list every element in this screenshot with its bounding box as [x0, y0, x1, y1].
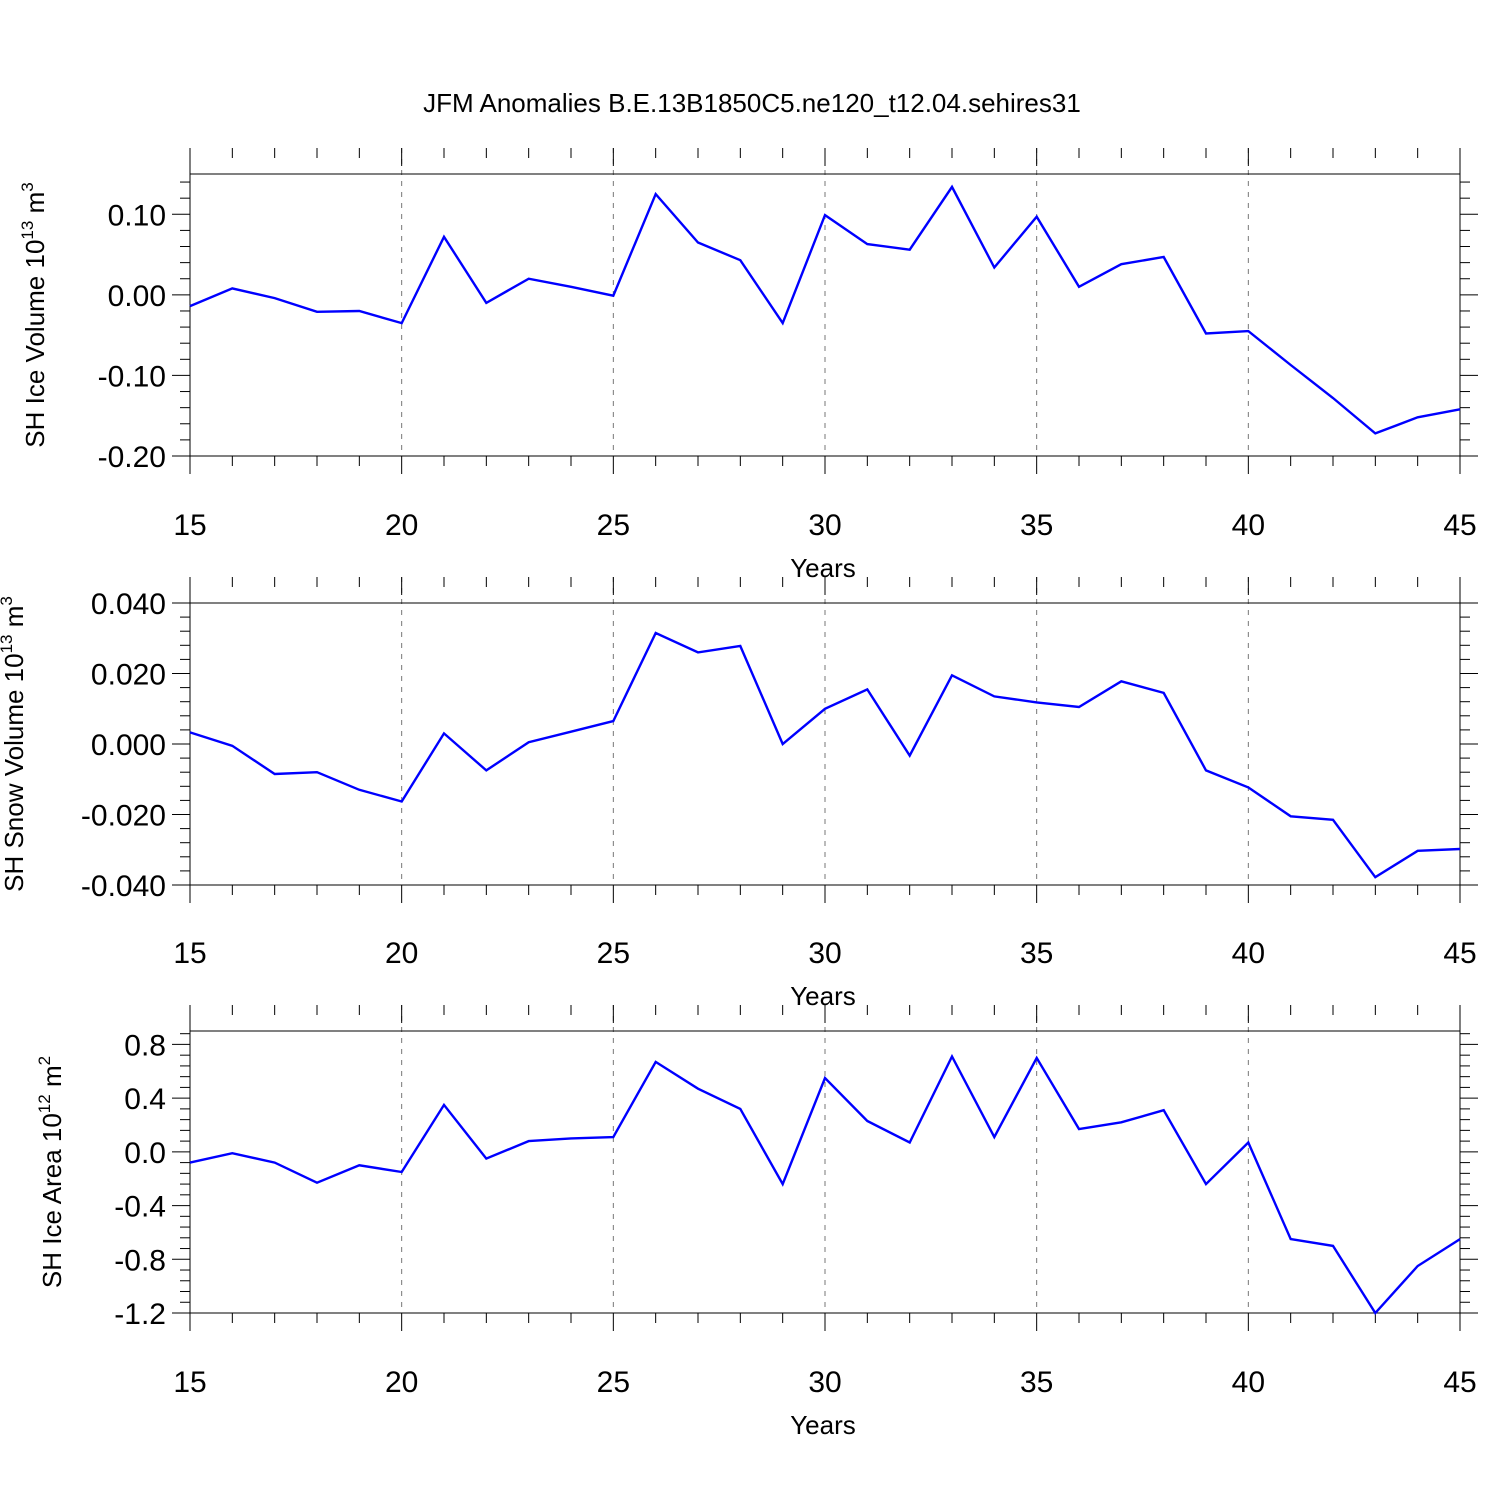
- y-tick-label: -0.4: [114, 1191, 166, 1224]
- x-tick-label: 30: [808, 509, 841, 542]
- y-tick-label: -0.20: [98, 441, 166, 474]
- panel-1: 15 20 25 30 35 40 45 Years -0.20 -0.10 0.00 0.10 SH …: [18, 148, 1478, 583]
- y-tick-label: 0.000: [91, 729, 166, 762]
- y-tick-label: 0.0: [124, 1137, 166, 1170]
- panel-3: 15 20 25 30 35 40 45 Years -1.2 -0.8 -0.4 0.0 0.4 0.8…: [35, 1005, 1478, 1440]
- y-tick-label: 0.10: [108, 199, 166, 232]
- x-tick-label: 25: [597, 1366, 630, 1399]
- panel-2: 15 20 25 30 35 40 45 Years -0.040 -0.020 0.000 0.02…: [0, 577, 1478, 1011]
- y-tick-label: 0.4: [124, 1083, 166, 1116]
- x-tick-label: 45: [1443, 509, 1476, 542]
- x-tick-label: 40: [1232, 937, 1265, 970]
- series-line: [189, 1053, 1461, 1315]
- x-axis-label: Years: [790, 1410, 856, 1440]
- series-line: [189, 631, 1461, 879]
- y-tick-label: -1.2: [114, 1298, 166, 1331]
- y-axis-label: SH Snow Volume 1013 m3: [0, 596, 29, 892]
- x-tick-label: 20: [385, 509, 418, 542]
- x-tick-label: 35: [1020, 509, 1053, 542]
- x-tick-label: 40: [1232, 509, 1265, 542]
- y-axis-label: SH Ice Area 1012 m2: [35, 1056, 67, 1288]
- x-tick-label: 15: [173, 1366, 206, 1399]
- x-axis-label: Years: [790, 981, 856, 1011]
- x-tick-label: 15: [173, 509, 206, 542]
- x-tick-label: 45: [1443, 1366, 1476, 1399]
- x-axis-label: Years: [790, 553, 856, 583]
- x-tick-label: 15: [173, 937, 206, 970]
- y-tick-label: 0.00: [108, 280, 166, 313]
- chart-title: JFM Anomalies B.E.13B1850C5.ne120_t12.04…: [423, 88, 1081, 118]
- y-tick-label: 0.8: [124, 1029, 166, 1062]
- y-tick-label: -0.10: [98, 360, 166, 393]
- y-tick-label: -0.8: [114, 1244, 166, 1277]
- x-tick-label: 25: [597, 937, 630, 970]
- x-tick-label: 30: [808, 937, 841, 970]
- x-tick-label: 45: [1443, 937, 1476, 970]
- x-tick-label: 35: [1020, 937, 1053, 970]
- x-tick-label: 20: [385, 1366, 418, 1399]
- y-tick-label: 0.020: [91, 659, 166, 692]
- y-tick-label: 0.040: [91, 588, 166, 621]
- x-tick-label: 30: [808, 1366, 841, 1399]
- series-line: [189, 184, 1461, 435]
- x-tick-label: 25: [597, 509, 630, 542]
- x-tick-label: 35: [1020, 1366, 1053, 1399]
- x-tick-label: 40: [1232, 1366, 1265, 1399]
- x-tick-label: 20: [385, 937, 418, 970]
- y-axis-label: SH Ice Volume 1013 m3: [18, 182, 50, 447]
- y-tick-label: -0.040: [81, 870, 166, 903]
- y-tick-label: -0.020: [81, 800, 166, 833]
